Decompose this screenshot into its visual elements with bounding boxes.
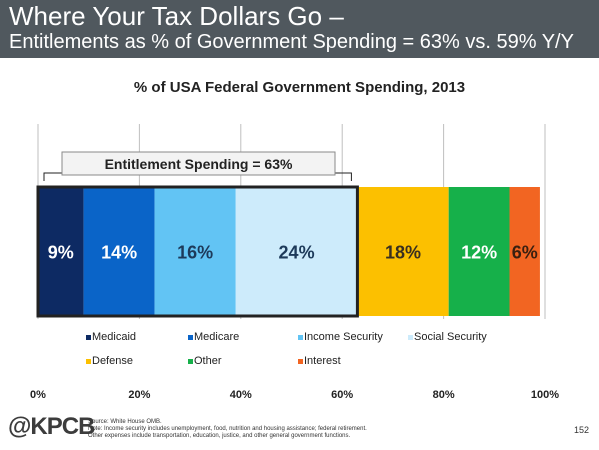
bar-layer: 9% 14% 16% 24% 18% 12% 6% [38, 187, 540, 316]
legend-layer: Medicaid Medicare Income Security Social Se… [86, 331, 487, 367]
kpcb-logo: @KPCB [8, 413, 95, 440]
legend-swatch [188, 359, 193, 364]
x-tick-label: 80% [433, 389, 455, 401]
legend-label: Other [194, 355, 222, 367]
slide-subtitle: Entitlements as % of Government Spending… [9, 31, 574, 53]
data-label: 12% [461, 243, 497, 263]
annotation-box [61, 151, 336, 176]
x-tick-label: 0% [30, 389, 46, 401]
bar-segment [448, 187, 510, 316]
slide-header: Where Your Tax Dollars Go – Entitlements… [0, 0, 599, 58]
bar-segment [38, 187, 84, 316]
data-label: 6% [512, 243, 538, 263]
legend-swatch [408, 335, 413, 340]
legend-label: Defense [92, 355, 133, 367]
x-tick-label: 20% [128, 389, 150, 401]
page-number: 152 [574, 425, 590, 435]
annotation-layer: Entitlement Spending = 63% [36, 151, 359, 318]
x-tick-label: 60% [331, 389, 353, 401]
x-tick-label: 40% [230, 389, 252, 401]
slide-title: Where Your Tax Dollars Go – [9, 1, 344, 31]
source-note: Source: White House OMB. Note: Income se… [88, 419, 508, 440]
x-axis: 0% 20% 40% 60% 80% 100% [30, 389, 559, 401]
legend-label: Income Security [304, 331, 383, 343]
note-line: Other expenses include transportation, e… [88, 433, 351, 439]
bar-segment [83, 187, 155, 316]
data-label: 9% [48, 243, 74, 263]
legend-swatch [86, 335, 91, 340]
data-label: 24% [279, 243, 315, 263]
data-label: 14% [101, 243, 137, 263]
annotation-label: Entitlement Spending = 63% [105, 156, 293, 172]
bar-segment [154, 187, 236, 316]
data-label: 18% [385, 243, 421, 263]
source-line: Source: White House OMB. [88, 419, 162, 425]
legend-swatch [298, 359, 303, 364]
bar-segment [235, 187, 358, 316]
note-line: Note: Income security includes unemploym… [88, 426, 367, 432]
entitlement-bracket [36, 185, 359, 318]
x-tick-label: 100% [531, 389, 559, 401]
bar-segment [509, 187, 540, 316]
legend-swatch [188, 335, 193, 340]
legend-label: Social Security [414, 331, 487, 343]
chart-title: % of USA Federal Government Spending, 20… [133, 79, 466, 96]
legend-label: Interest [304, 355, 341, 367]
legend-label: Medicaid [92, 331, 136, 343]
legend-label: Medicare [194, 331, 239, 343]
bar-segment [357, 187, 449, 316]
legend-swatch [298, 335, 303, 340]
data-label: 16% [177, 243, 213, 263]
legend-swatch [86, 359, 91, 364]
